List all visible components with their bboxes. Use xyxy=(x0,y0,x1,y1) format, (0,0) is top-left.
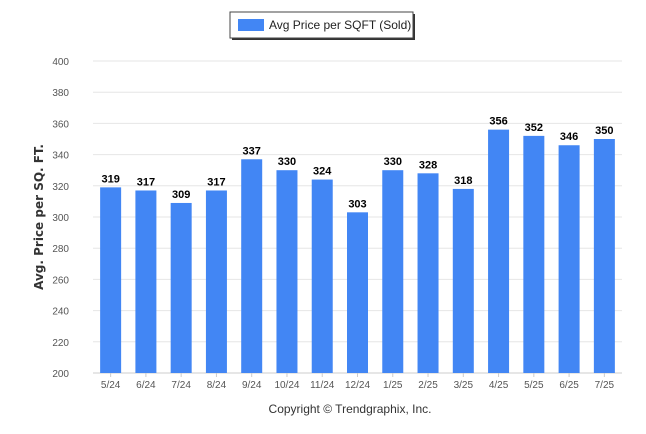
x-tick-label: 1/25 xyxy=(383,380,403,391)
x-axis: 5/24 6/24 7/24 8/24 9/24 10/24 11/24 12/24 1/25 2… xyxy=(101,373,615,391)
x-tick-label: 9/24 xyxy=(242,380,262,391)
bars: 319 317 309 317 337 330 324 303 330 328 318 356 352 3… xyxy=(100,116,615,373)
bar[interactable] xyxy=(452,188,474,373)
bar[interactable] xyxy=(417,173,439,373)
y-tick-label: 340 xyxy=(52,151,69,162)
x-tick-label: 5/24 xyxy=(101,380,121,391)
bar[interactable] xyxy=(205,190,227,373)
bar[interactable] xyxy=(382,170,404,373)
data-label: 303 xyxy=(348,198,366,210)
data-label: 317 xyxy=(137,176,155,188)
x-tick-label: 5/25 xyxy=(524,380,544,391)
bar[interactable] xyxy=(488,129,510,373)
bar[interactable] xyxy=(135,190,157,373)
bar[interactable] xyxy=(170,202,192,373)
data-label: 318 xyxy=(454,175,472,187)
bar[interactable] xyxy=(241,159,263,373)
bar[interactable] xyxy=(523,135,545,373)
y-tick-label: 320 xyxy=(52,182,69,193)
bar[interactable] xyxy=(558,145,580,373)
data-label: 324 xyxy=(313,166,332,178)
data-label: 352 xyxy=(525,122,543,134)
y-tick-label: 220 xyxy=(52,338,69,349)
data-label: 319 xyxy=(101,173,119,185)
y-tick-label: 300 xyxy=(52,213,69,224)
data-label: 317 xyxy=(207,176,225,188)
y-axis-title: Avg. Price per SQ. FT. xyxy=(32,144,46,290)
bar[interactable] xyxy=(100,187,122,373)
x-tick-label: 10/24 xyxy=(274,380,299,391)
x-tick-label: 12/24 xyxy=(345,380,370,391)
data-label: 337 xyxy=(243,145,261,157)
data-label: 330 xyxy=(278,156,296,168)
x-tick-label: 4/25 xyxy=(489,380,509,391)
y-axis: 200 220 240 260 280 300 320 340 360 380 400 xyxy=(52,57,69,380)
x-tick-label: 2/25 xyxy=(418,380,438,391)
y-tick-label: 360 xyxy=(52,119,69,130)
x-tick-label: 6/24 xyxy=(136,380,156,391)
data-label: 328 xyxy=(419,159,437,171)
y-tick-label: 200 xyxy=(52,369,69,380)
legend-swatch xyxy=(238,19,264,31)
x-tick-label: 7/25 xyxy=(595,380,615,391)
legend: Avg Price per SQFT (Sold) xyxy=(229,11,415,40)
y-tick-label: 380 xyxy=(52,88,69,99)
y-tick-label: 400 xyxy=(52,57,69,68)
bar[interactable] xyxy=(347,212,368,373)
bar[interactable] xyxy=(593,139,615,373)
x-tick-label: 7/24 xyxy=(171,380,191,391)
legend-label: Avg Price per SQFT (Sold) xyxy=(269,18,411,32)
bar[interactable] xyxy=(311,179,333,373)
x-tick-label: 8/24 xyxy=(207,380,227,391)
data-label: 356 xyxy=(489,116,507,128)
data-label: 309 xyxy=(172,189,190,201)
x-tick-label: 6/25 xyxy=(559,380,579,391)
x-tick-label: 3/25 xyxy=(454,380,474,391)
y-tick-label: 260 xyxy=(52,275,69,286)
y-tick-label: 240 xyxy=(52,307,69,318)
data-label: 330 xyxy=(384,156,402,168)
x-tick-label: 11/24 xyxy=(310,380,335,391)
copyright: Copyright © Trendgraphix, Inc. xyxy=(269,402,432,416)
y-tick-label: 280 xyxy=(52,244,69,255)
data-label: 350 xyxy=(595,125,613,137)
data-label: 346 xyxy=(560,131,578,143)
bar[interactable] xyxy=(276,170,298,373)
